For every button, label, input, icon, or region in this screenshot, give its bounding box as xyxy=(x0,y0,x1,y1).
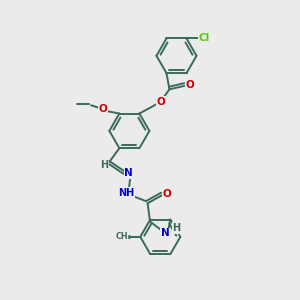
Text: H: H xyxy=(100,160,109,170)
Text: H: H xyxy=(172,223,181,233)
Text: O: O xyxy=(185,80,194,90)
Text: O: O xyxy=(99,104,108,114)
Text: N: N xyxy=(124,168,133,178)
Text: Cl: Cl xyxy=(199,33,210,43)
Text: O: O xyxy=(157,97,166,107)
Text: NH: NH xyxy=(118,188,135,198)
Text: O: O xyxy=(162,188,171,199)
Text: CH₃: CH₃ xyxy=(115,232,131,242)
Text: N: N xyxy=(161,228,170,238)
